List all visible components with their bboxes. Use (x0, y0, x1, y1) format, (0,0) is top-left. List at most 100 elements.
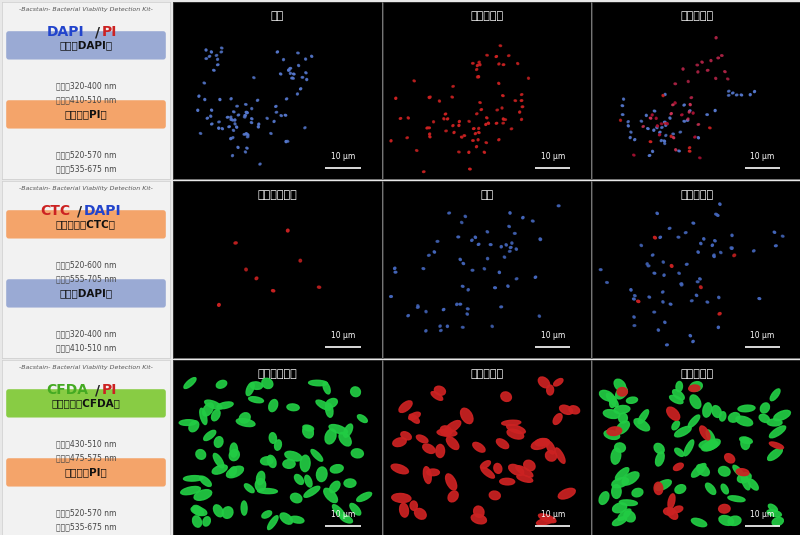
Ellipse shape (267, 516, 278, 530)
Ellipse shape (650, 117, 652, 119)
Ellipse shape (539, 238, 542, 241)
Ellipse shape (718, 312, 721, 315)
Ellipse shape (742, 474, 750, 490)
Ellipse shape (515, 278, 518, 280)
Ellipse shape (673, 506, 682, 513)
Ellipse shape (618, 413, 627, 423)
Ellipse shape (226, 466, 243, 478)
Ellipse shape (305, 58, 306, 60)
Text: 10 μm: 10 μm (541, 152, 565, 161)
Ellipse shape (500, 478, 514, 485)
Ellipse shape (210, 109, 213, 111)
Ellipse shape (678, 272, 680, 274)
Ellipse shape (351, 449, 363, 458)
Ellipse shape (433, 121, 434, 123)
Text: 全菌（DAPI）: 全菌（DAPI） (59, 40, 113, 50)
Ellipse shape (230, 449, 239, 461)
Ellipse shape (339, 432, 351, 446)
Ellipse shape (318, 286, 321, 288)
Ellipse shape (738, 473, 751, 483)
Ellipse shape (502, 95, 504, 96)
Ellipse shape (485, 142, 487, 143)
Ellipse shape (439, 325, 442, 327)
Ellipse shape (558, 488, 575, 499)
Ellipse shape (670, 265, 673, 268)
Ellipse shape (753, 250, 755, 252)
Ellipse shape (662, 291, 664, 293)
Ellipse shape (770, 426, 786, 438)
Ellipse shape (472, 63, 474, 64)
Ellipse shape (640, 120, 642, 122)
Ellipse shape (676, 381, 682, 392)
Ellipse shape (479, 64, 481, 66)
Ellipse shape (690, 300, 693, 302)
Ellipse shape (478, 75, 479, 78)
Ellipse shape (718, 326, 719, 328)
Ellipse shape (210, 123, 213, 125)
Ellipse shape (395, 97, 397, 100)
Text: CTC: CTC (40, 204, 70, 218)
Ellipse shape (472, 140, 474, 141)
Ellipse shape (196, 449, 206, 459)
Ellipse shape (468, 151, 470, 154)
Ellipse shape (478, 127, 480, 129)
Ellipse shape (234, 242, 237, 244)
Ellipse shape (279, 73, 282, 75)
Ellipse shape (686, 120, 689, 121)
Ellipse shape (427, 254, 430, 256)
Ellipse shape (486, 117, 488, 119)
Ellipse shape (538, 315, 541, 317)
Ellipse shape (510, 128, 513, 129)
Ellipse shape (236, 105, 238, 107)
FancyBboxPatch shape (6, 31, 166, 59)
Ellipse shape (750, 94, 751, 96)
Ellipse shape (610, 396, 616, 408)
Ellipse shape (410, 414, 419, 423)
Ellipse shape (730, 247, 732, 249)
Ellipse shape (426, 127, 428, 129)
Ellipse shape (423, 467, 431, 484)
Ellipse shape (255, 479, 266, 491)
Ellipse shape (692, 340, 694, 342)
Ellipse shape (696, 281, 699, 282)
Ellipse shape (233, 111, 235, 113)
Ellipse shape (517, 475, 533, 482)
Ellipse shape (438, 100, 441, 102)
Ellipse shape (251, 108, 253, 110)
Ellipse shape (633, 154, 635, 156)
Ellipse shape (654, 110, 656, 112)
Ellipse shape (262, 378, 273, 388)
Ellipse shape (754, 90, 755, 93)
Ellipse shape (401, 432, 411, 440)
Ellipse shape (721, 484, 729, 494)
Ellipse shape (697, 251, 699, 253)
Ellipse shape (688, 415, 700, 427)
Ellipse shape (670, 135, 672, 137)
Ellipse shape (499, 45, 502, 47)
Ellipse shape (501, 107, 503, 109)
Ellipse shape (616, 387, 627, 399)
Ellipse shape (245, 484, 254, 493)
Ellipse shape (662, 261, 664, 263)
Ellipse shape (262, 511, 272, 518)
Ellipse shape (702, 238, 705, 240)
Ellipse shape (286, 140, 289, 142)
Ellipse shape (358, 415, 367, 423)
Ellipse shape (703, 403, 711, 417)
Ellipse shape (658, 329, 659, 331)
Ellipse shape (683, 104, 686, 106)
Ellipse shape (230, 467, 237, 476)
Ellipse shape (606, 393, 618, 407)
Text: 励起：320-400 nm: 励起：320-400 nm (56, 82, 116, 90)
FancyBboxPatch shape (6, 458, 166, 486)
Ellipse shape (350, 387, 361, 396)
Text: 励起：430-510 nm: 励起：430-510 nm (56, 440, 116, 449)
Text: 呼吸活性（CTC）: 呼吸活性（CTC） (56, 219, 116, 230)
Ellipse shape (333, 505, 346, 518)
Ellipse shape (697, 464, 710, 476)
Ellipse shape (490, 244, 492, 246)
Ellipse shape (218, 303, 220, 306)
Text: PI: PI (102, 25, 117, 39)
Ellipse shape (651, 254, 654, 256)
Ellipse shape (325, 429, 336, 444)
